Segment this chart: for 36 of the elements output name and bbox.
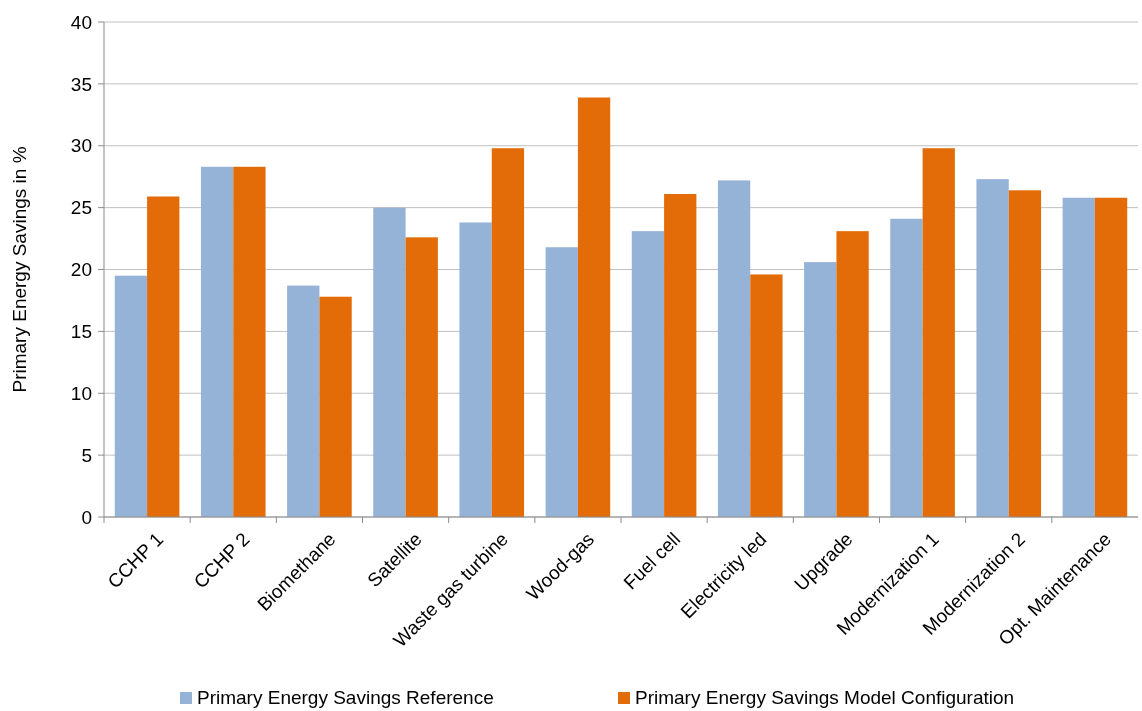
bar [200,166,234,517]
bar [890,218,923,517]
legend-label: Primary Energy Savings Model Configuration [635,687,1015,708]
bar [717,180,751,517]
bar [491,148,525,517]
bar [804,262,837,517]
bar [287,285,320,517]
bar [750,274,783,517]
y-axis-title: Primary Energy Savings in % [9,146,30,393]
bar [545,247,578,517]
y-tick-label: 5 [81,444,92,466]
y-tick-label: 40 [70,11,92,33]
y-tick-label: 30 [70,135,92,157]
y-tick-label: 20 [70,259,92,281]
bar [1062,197,1095,517]
bar [836,231,869,517]
y-tick-label: 0 [81,506,92,528]
bar [1008,190,1042,517]
bar [459,222,492,517]
bar [976,179,1009,517]
bar [405,237,438,517]
bar [114,275,148,517]
bar [922,148,955,517]
legend-label: Primary Energy Savings Reference [197,687,494,708]
bar [664,194,697,517]
bar [233,166,266,517]
bar [373,207,406,517]
bar [1094,197,1128,517]
bar [147,196,180,517]
y-tick-label: 15 [70,321,92,343]
y-tick-label: 10 [70,382,92,404]
bar [631,231,665,517]
y-tick-label: 35 [70,73,92,95]
y-tick-label: 25 [70,197,92,219]
bar [577,97,611,517]
bar [319,296,352,517]
